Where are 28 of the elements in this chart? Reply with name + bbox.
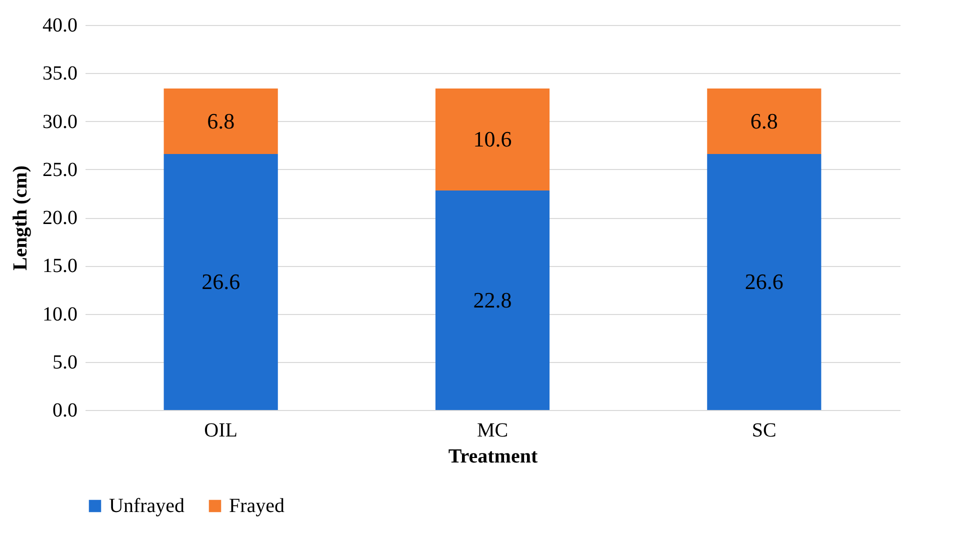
y-tick-label: 10.0: [42, 303, 78, 326]
y-tick-label: 35.0: [42, 62, 78, 85]
data-label: 26.6: [202, 268, 240, 294]
x-tick-label: MC: [476, 420, 508, 442]
x-tick-label: SC: [752, 420, 776, 442]
bar: [164, 154, 278, 410]
data-label: 6.8: [207, 108, 235, 134]
data-label: 6.8: [750, 108, 778, 134]
bar: [707, 154, 822, 410]
bar: [435, 88, 550, 191]
data-label: 10.6: [473, 126, 512, 152]
y-tick-label: 40.0: [42, 14, 78, 36]
x-tick-label: OIL: [204, 420, 238, 442]
bar: [164, 88, 278, 154]
y-tick-label: 25.0: [42, 158, 78, 181]
legend-label: Unfrayed: [109, 495, 185, 517]
y-tick-label: 20.0: [42, 207, 78, 229]
data-label: 22.8: [473, 287, 512, 312]
y-tick-label: 30.0: [42, 110, 78, 133]
y-axis-title: Length (cm): [10, 166, 32, 270]
x-axis-title: Treatment: [448, 446, 538, 468]
bar: [707, 88, 822, 154]
y-tick-label: 0.0: [52, 400, 78, 422]
y-tick-label: 5.0: [52, 351, 78, 374]
data-label: 26.6: [744, 268, 784, 294]
y-tick-label: 15.0: [42, 255, 78, 278]
legend-label: Frayed: [229, 495, 285, 517]
bar: [435, 190, 550, 410]
